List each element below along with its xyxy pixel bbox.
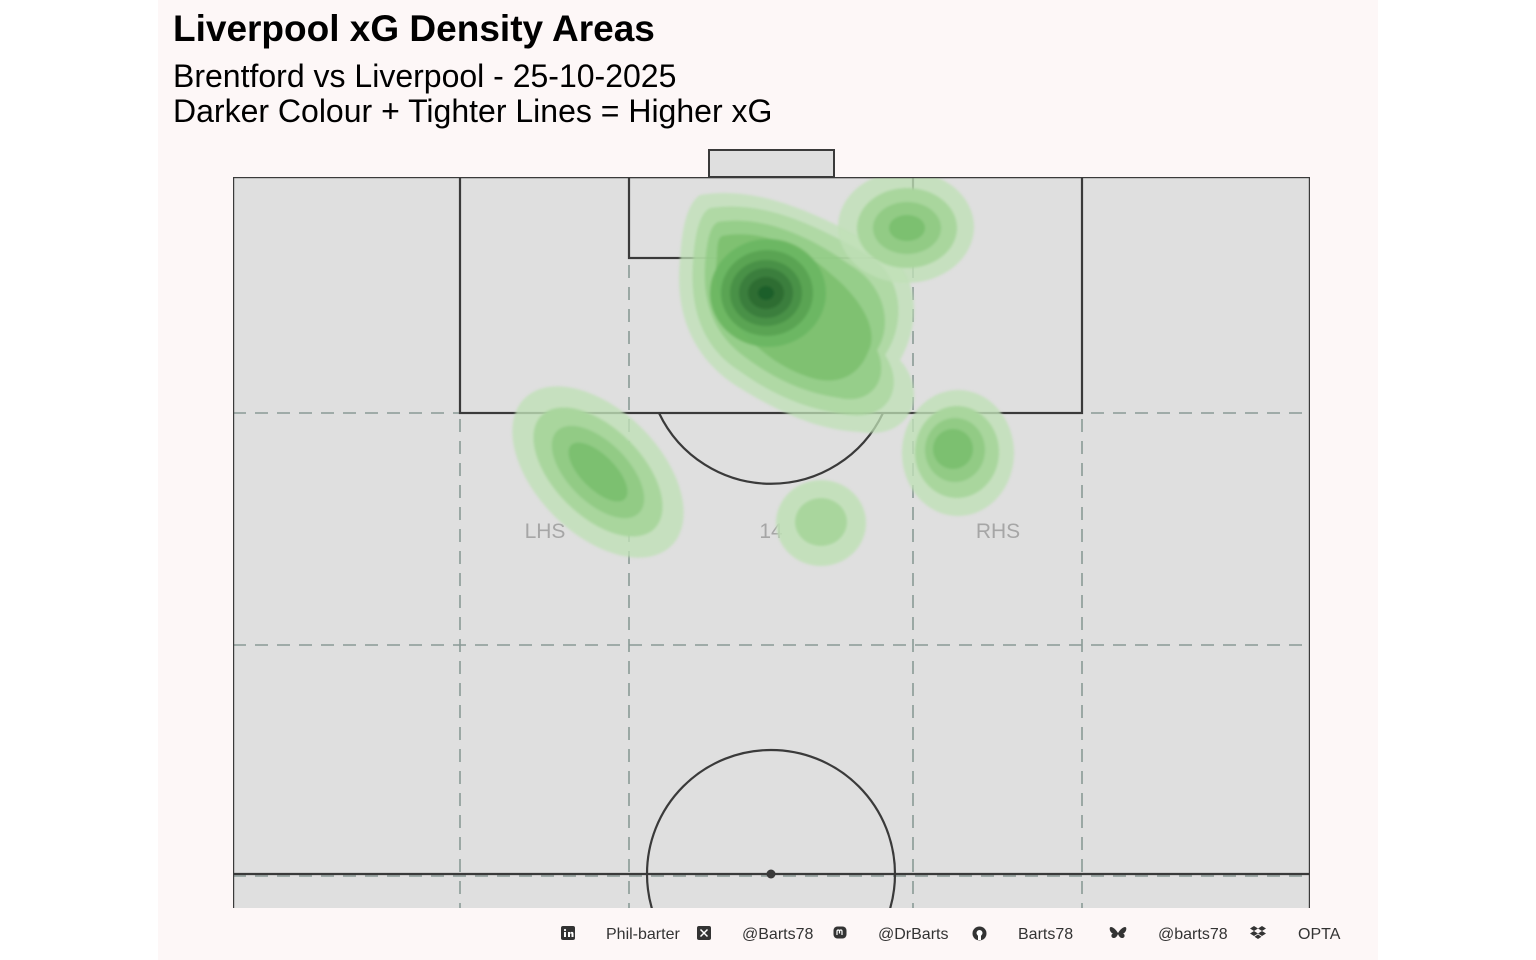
penalty-arc bbox=[658, 412, 884, 485]
footer-credits: Phil-barter @Barts78 @DrBarts Barts78 @b… bbox=[0, 922, 1536, 950]
xg-density-contours bbox=[512, 177, 1014, 566]
chart-title: Liverpool xG Density Areas bbox=[173, 8, 655, 49]
mastodon-icon[interactable] bbox=[833, 926, 847, 945]
density-central-lower-level-2 bbox=[795, 498, 847, 546]
footer-linkedin-handle[interactable]: Phil-barter bbox=[606, 926, 680, 943]
footer-mastodon-handle[interactable]: @DrBarts bbox=[878, 926, 949, 943]
penalty-area bbox=[458, 177, 1084, 415]
chart-subtitle-match: Brentford vs Liverpool - 25-10-2025 bbox=[173, 58, 677, 94]
bluesky-icon[interactable] bbox=[1109, 926, 1127, 946]
footer-x-handle[interactable]: @Barts78 bbox=[742, 926, 814, 943]
github-icon[interactable] bbox=[972, 926, 987, 946]
footer-github-handle[interactable]: Barts78 bbox=[1018, 926, 1074, 943]
dropbox-icon[interactable] bbox=[1250, 926, 1266, 945]
linkedin-icon[interactable] bbox=[561, 926, 575, 945]
centre-circle bbox=[645, 748, 897, 908]
density-main-level-10 bbox=[758, 286, 774, 300]
chart-subtitle-legend-note: Darker Colour + Tighter Lines = Higher x… bbox=[173, 93, 773, 129]
footer-bluesky-handle[interactable]: @barts78 bbox=[1158, 926, 1228, 943]
centre-spot bbox=[766, 869, 776, 879]
density-upper-right-level-4 bbox=[889, 215, 925, 241]
density-left-level-4 bbox=[568, 442, 628, 502]
footer-data-source: OPTA bbox=[1298, 926, 1341, 943]
x-twitter-icon[interactable] bbox=[697, 926, 711, 945]
zone-label-lhs: LHS bbox=[525, 520, 566, 543]
goal bbox=[708, 149, 835, 178]
density-right-level-4 bbox=[933, 429, 973, 469]
zone-label-rhs: RHS bbox=[976, 520, 1020, 543]
